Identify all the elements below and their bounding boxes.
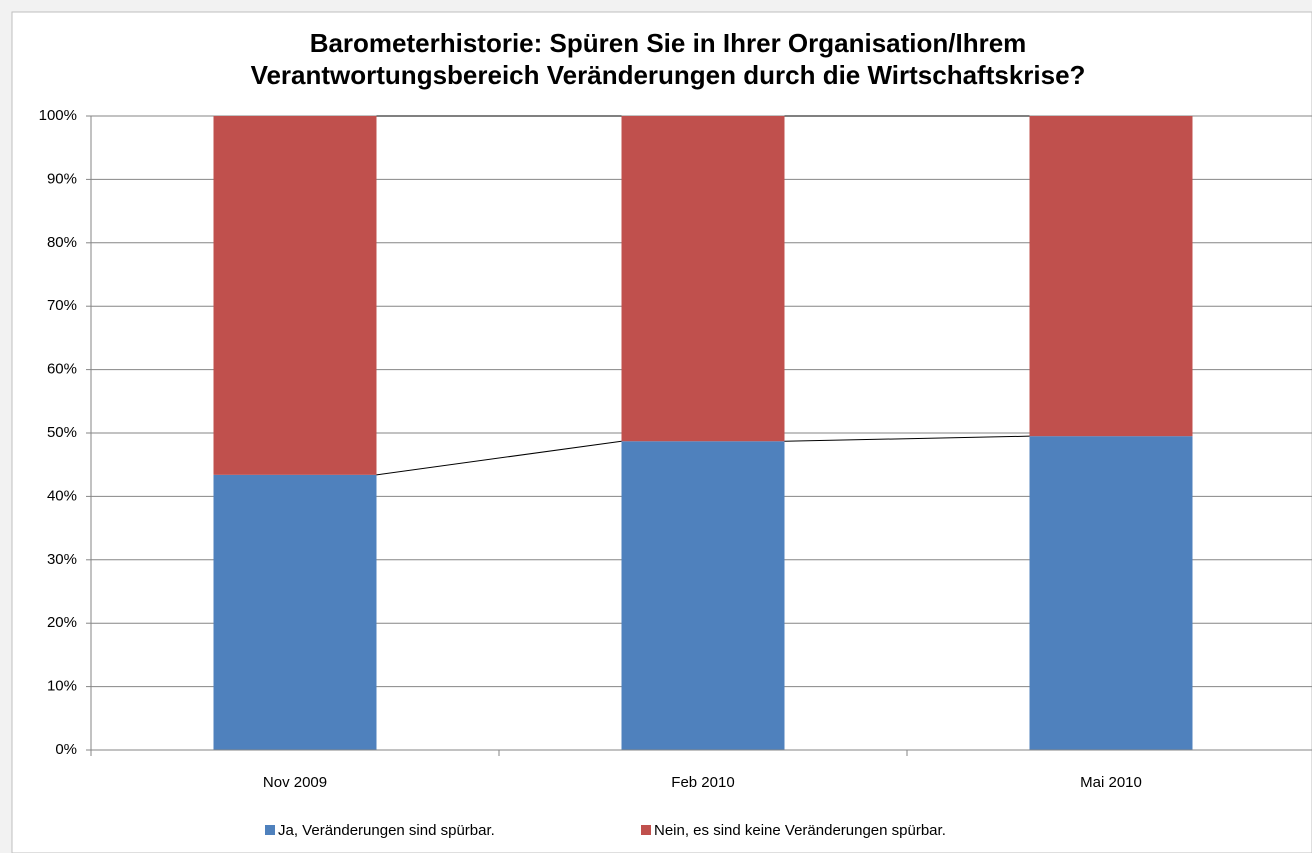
- x-tick-label: Mai 2010: [1080, 774, 1142, 791]
- chart-title: Verantwortungsbereich Veränderungen durc…: [251, 60, 1086, 90]
- y-tick-label: 90%: [47, 170, 77, 187]
- bar-segment: [213, 116, 377, 475]
- bar-segment: [1029, 436, 1193, 750]
- legend-label: Ja, Veränderungen sind spürbar.: [278, 822, 495, 839]
- y-tick-label: 20%: [47, 614, 77, 631]
- legend-swatch: [265, 825, 275, 835]
- x-tick-label: Feb 2010: [671, 774, 734, 791]
- y-tick-label: 40%: [47, 487, 77, 504]
- y-tick-label: 30%: [47, 551, 77, 568]
- bar-segment: [1029, 116, 1193, 437]
- y-tick-label: 80%: [47, 234, 77, 251]
- legend-swatch: [641, 825, 651, 835]
- bar-segment: [621, 441, 785, 750]
- chart-title: Barometerhistorie: Spüren Sie in Ihrer O…: [310, 28, 1027, 58]
- y-tick-label: 10%: [47, 678, 77, 695]
- y-tick-label: 70%: [47, 297, 77, 314]
- bar-segment: [213, 474, 377, 750]
- bar-segment: [621, 116, 785, 442]
- y-tick-label: 0%: [55, 741, 77, 758]
- x-tick-label: Nov 2009: [263, 774, 327, 791]
- y-tick-label: 60%: [47, 361, 77, 378]
- series-line: [376, 440, 622, 476]
- series-line: [784, 435, 1030, 442]
- y-tick-label: 100%: [39, 107, 77, 124]
- y-tick-label: 50%: [47, 424, 77, 441]
- legend-label: Nein, es sind keine Veränderungen spürba…: [654, 822, 946, 839]
